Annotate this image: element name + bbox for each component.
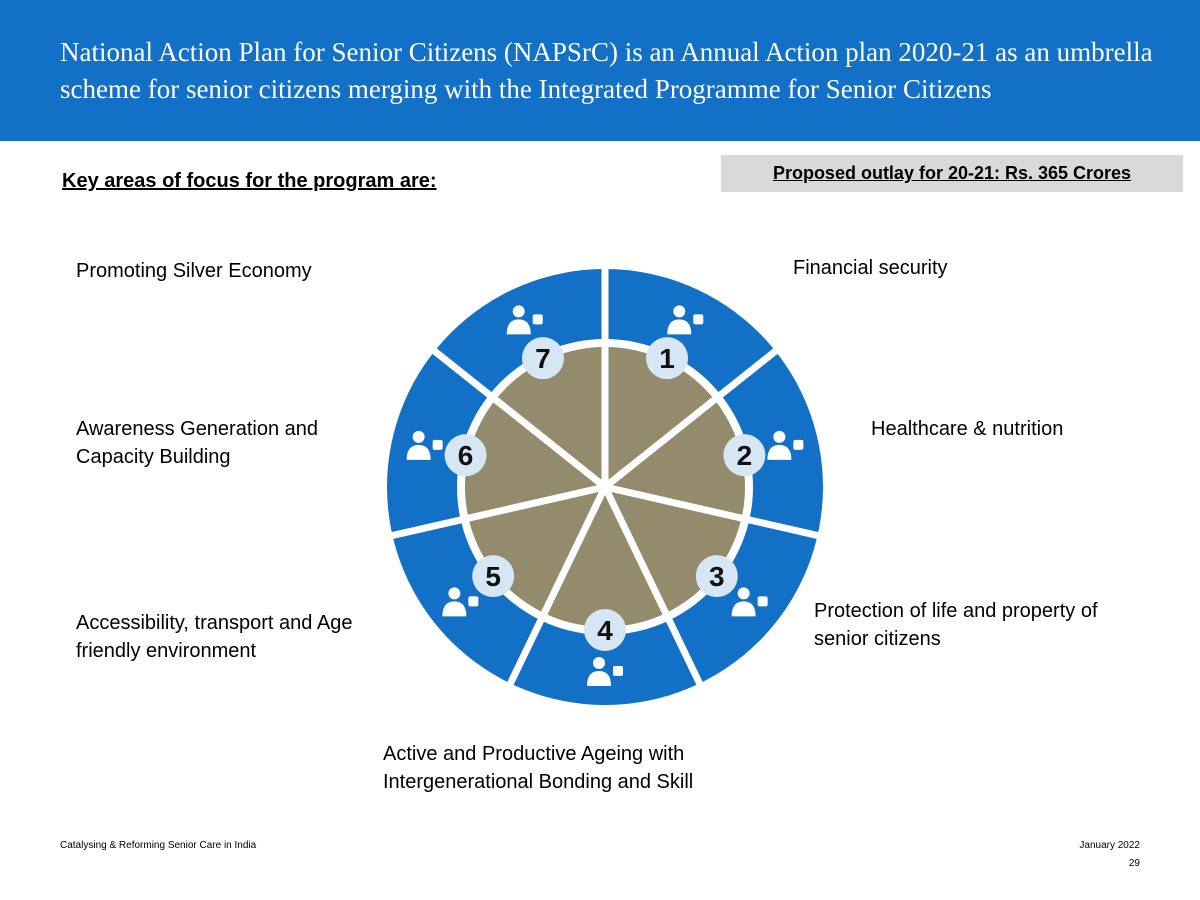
area-label-6: Awareness Generation and Capacity Buildi… (76, 418, 319, 468)
segment-divider (601, 485, 704, 687)
number-badge-label-2: 2 (737, 440, 753, 471)
area-label-5: Accessibility, transport and Age friendl… (76, 612, 353, 662)
number-badge-7 (521, 337, 564, 380)
number-badge-label-3: 3 (709, 561, 725, 592)
number-badge-2 (723, 434, 766, 477)
number-badge-1 (646, 337, 689, 380)
number-badge-6 (444, 434, 487, 477)
number-badge-label-1: 1 (659, 343, 675, 374)
header-banner: National Action Plan for Senior Citizens… (0, 0, 1200, 141)
page-number: 29 (1128, 858, 1140, 869)
number-badge-label-6: 6 (458, 440, 474, 471)
segment-divider (430, 347, 608, 490)
number-badge-label-7: 7 (535, 343, 551, 374)
key-areas-heading: Key areas of focus for the program are: (62, 170, 437, 192)
number-badge-4 (584, 609, 626, 651)
segment-divider (602, 347, 780, 490)
footer-title: Catalysing & Reforming Senior Care in In… (60, 840, 257, 851)
handshake-icon (731, 587, 768, 617)
segment-divider (604, 483, 821, 540)
money-stack-icon (667, 305, 704, 335)
area-label-1: Financial security (793, 257, 948, 279)
person-plus-icon (767, 430, 804, 460)
people-greeting-icon (442, 587, 479, 617)
outlay-box: Proposed outlay for 20-21: Rs. 365 Crore… (721, 155, 1183, 192)
presenter-chart-icon (587, 657, 623, 686)
number-badge-3 (695, 555, 738, 598)
area-label-2: Healthcare & nutrition (871, 418, 1064, 440)
segment-divider (389, 483, 606, 540)
slide-title: National Action Plan for Senior Citizens… (60, 37, 1153, 104)
footer-date: January 2022 (1079, 840, 1140, 851)
number-badge-label-4: 4 (597, 615, 613, 646)
area-label-7: Promoting Silver Economy (76, 260, 312, 282)
group-people-icon (506, 305, 543, 335)
area-label-4: Active and Productive Ageing with Interg… (383, 743, 694, 793)
number-badge-label-5: 5 (485, 561, 501, 592)
area-label-3: Protection of life and property of senio… (814, 600, 1098, 650)
segment-divider (506, 485, 609, 687)
number-badge-5 (472, 555, 515, 598)
speech-bubbles-icon (406, 430, 443, 460)
